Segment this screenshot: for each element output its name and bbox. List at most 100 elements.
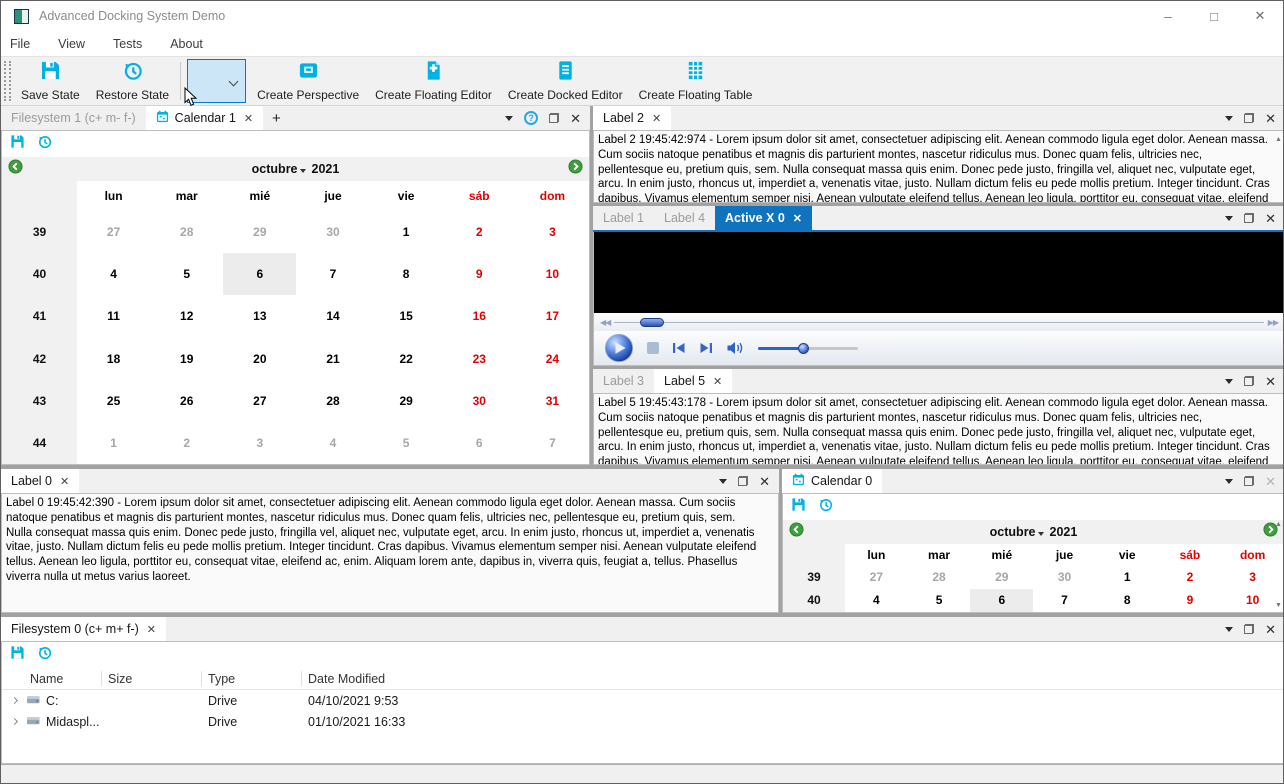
table-row[interactable]: C: Drive 04/10/2021 9:53	[2, 690, 1283, 711]
calendar-day-cell[interactable]: 3	[1249, 569, 1256, 584]
column-date-modified[interactable]: Date Modified	[308, 671, 386, 686]
calendar-day-cell[interactable]: 5	[402, 435, 410, 450]
add-tab-button[interactable]: +	[272, 109, 281, 127]
expander-icon[interactable]	[10, 696, 19, 705]
calendar-day-cell[interactable]: 28	[932, 569, 946, 584]
close-icon[interactable]: ✕	[243, 112, 254, 125]
calendar-day-cell[interactable]: 25	[106, 393, 121, 408]
column-size[interactable]: Size	[102, 671, 202, 686]
splitter-label0-calendar0[interactable]	[779, 469, 782, 613]
close-icon[interactable]: ✕	[1265, 373, 1276, 389]
minimize-button[interactable]: –	[1164, 8, 1172, 24]
calendar-day-cell[interactable]: 14	[326, 309, 340, 324]
help-icon[interactable]: ?	[524, 111, 539, 125]
calendar-day-cell[interactable]: 8	[1123, 593, 1131, 608]
history-icon[interactable]	[818, 497, 833, 517]
calendar-day-cell[interactable]: 15	[399, 309, 413, 324]
calendar-day-cell[interactable]: 1	[110, 435, 117, 450]
close-icon[interactable]: ✕	[1265, 473, 1276, 489]
calendar-month-year[interactable]: octubre 2021	[23, 162, 568, 176]
calendar-day-cell[interactable]: 4	[329, 435, 337, 450]
prev-month-icon[interactable]	[789, 522, 804, 542]
scroll-up-icon[interactable]: ▲	[1275, 136, 1282, 143]
column-name[interactable]: Name	[2, 671, 102, 686]
volume-thumb[interactable]	[798, 342, 809, 354]
save-icon[interactable]	[791, 497, 806, 517]
calendar-day-cell[interactable]: 18	[106, 351, 121, 366]
scroll-down-icon[interactable]: ▼	[1275, 602, 1282, 609]
tab-label-0[interactable]: Label 0 ✕	[1, 469, 80, 493]
prev-month-icon[interactable]	[8, 159, 23, 179]
calendar-day-cell[interactable]: 1	[402, 225, 410, 240]
create-floating-editor-button[interactable]: Create Floating Editor	[367, 57, 500, 105]
splitter-activex-label5[interactable]	[593, 366, 1283, 369]
calendar-day-cell[interactable]: 30	[326, 225, 340, 240]
dock-menu-icon[interactable]	[1225, 478, 1234, 484]
calendar-day-cell[interactable]: 6	[475, 435, 483, 450]
calendar-day-cell[interactable]: 21	[326, 351, 340, 366]
file-name[interactable]: C:	[46, 693, 59, 708]
previous-button[interactable]	[672, 342, 686, 354]
calendar-day-cell[interactable]: 28	[180, 225, 194, 240]
dock-menu-icon[interactable]	[1225, 215, 1234, 221]
perspective-combo[interactable]	[187, 59, 247, 103]
menu-file[interactable]: File	[10, 36, 31, 51]
calendar-day-cell[interactable]: 27	[106, 225, 121, 240]
history-icon[interactable]	[37, 134, 52, 154]
detach-icon[interactable]	[738, 476, 749, 486]
tab-filesystem-0[interactable]: Filesystem 0 (c+ m+ f-) ✕	[1, 617, 167, 641]
dock-menu-icon[interactable]	[505, 115, 514, 121]
calendar-day-cell[interactable]: 29	[253, 225, 267, 240]
calendar-day-cell[interactable]: 9	[1186, 593, 1194, 608]
calendar-day-cell[interactable]: 2	[183, 435, 191, 450]
close-icon[interactable]: ✕	[759, 473, 770, 489]
expander-icon[interactable]	[10, 717, 19, 726]
close-button[interactable]: ✕	[1254, 8, 1266, 23]
calendar-day-cell[interactable]: 19	[180, 351, 194, 366]
menu-about[interactable]: About	[170, 36, 203, 51]
calendar-day-cell[interactable]: 27	[253, 393, 267, 408]
create-floating-table-button[interactable]: Create Floating Table	[631, 57, 761, 105]
calendar-day-cell[interactable]: 7	[549, 435, 556, 450]
calendar-day-cell[interactable]: 28	[326, 393, 340, 408]
splitter-label2-activex[interactable]	[593, 203, 1283, 206]
tab-label-4[interactable]: Label 4	[654, 206, 715, 230]
dock-menu-icon[interactable]	[1225, 626, 1234, 632]
calendar-day-cell[interactable]: 9	[475, 267, 483, 282]
calendar-day-cell[interactable]: 6	[223, 253, 297, 296]
detach-icon[interactable]	[1244, 113, 1255, 123]
next-month-icon[interactable]	[568, 159, 583, 179]
table-header[interactable]: Name Size Type Date Modified	[2, 668, 1283, 690]
calendar-month[interactable]: octubre	[251, 162, 298, 176]
calendar-day-cell[interactable]: 4	[110, 267, 117, 282]
calendar-day-cell[interactable]: 29	[399, 393, 413, 408]
close-icon[interactable]: ✕	[60, 475, 70, 488]
calendar-day-cell[interactable]: 29	[995, 569, 1009, 584]
maximize-button[interactable]: □	[1210, 8, 1218, 24]
history-icon[interactable]	[37, 645, 52, 665]
splitter-horizontal-2[interactable]	[1, 613, 1283, 617]
detach-icon[interactable]	[1244, 376, 1255, 386]
create-docked-editor-button[interactable]: Create Docked Editor	[500, 57, 631, 105]
close-icon[interactable]: ✕	[792, 212, 803, 225]
calendar-day-cell[interactable]: 23	[472, 351, 486, 366]
calendar-day-cell[interactable]: 10	[545, 267, 560, 282]
seek-back-icon[interactable]: ◀◀	[600, 317, 611, 327]
seek-thumb[interactable]	[640, 317, 665, 327]
calendar-day-cell[interactable]: 30	[1057, 569, 1072, 584]
dock-menu-icon[interactable]	[1225, 378, 1234, 384]
calendar-year[interactable]: 2021	[1049, 525, 1078, 539]
calendar-day-cell[interactable]: 5	[935, 593, 943, 608]
splitter-vertical-top[interactable]	[590, 106, 593, 465]
tab-label-2[interactable]: Label 2 ✕	[593, 106, 672, 130]
tab-filesystem-1[interactable]: Filesystem 1 (c+ m- f-)	[1, 106, 146, 130]
file-name[interactable]: Midaspl...	[46, 714, 100, 729]
stop-button[interactable]	[647, 342, 659, 354]
detach-icon[interactable]	[1244, 624, 1255, 634]
calendar-day-cell[interactable]: 3	[549, 225, 556, 240]
calendar-month-year[interactable]: octubre 2021	[804, 525, 1263, 539]
calendar-day-cell[interactable]: 20	[253, 351, 267, 366]
restore-state-button[interactable]: Restore State	[88, 57, 177, 105]
calendar-year[interactable]: 2021	[311, 162, 340, 176]
menu-view[interactable]: View	[58, 36, 86, 51]
